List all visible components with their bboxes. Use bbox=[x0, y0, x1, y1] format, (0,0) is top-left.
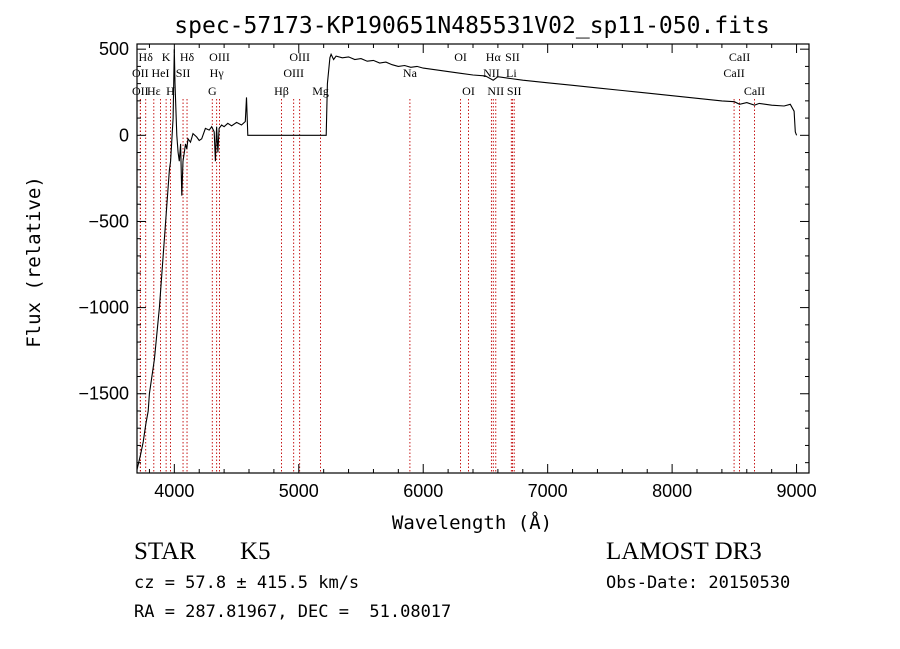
object-class: STAR bbox=[134, 538, 196, 565]
line-marker-label-3: K bbox=[162, 50, 171, 64]
axis-ticks: 4000 5000 6000 7000 8000 9000 −1500 −1000 −500 0 5… bbox=[78, 39, 816, 501]
x-tick-label-0: 4000 bbox=[154, 481, 194, 501]
line-marker-label-10: Hγ bbox=[210, 66, 225, 80]
line-marker-label-22: Li bbox=[506, 66, 517, 80]
series-line-0 bbox=[136, 49, 798, 470]
line-marker-label-11: G bbox=[208, 84, 217, 98]
plot-frame bbox=[136, 43, 810, 474]
obs-date: Obs-Date: 20150530 bbox=[606, 573, 791, 593]
line-marker-label-4: H bbox=[166, 84, 175, 98]
line-marker-label-1: OII bbox=[132, 66, 149, 80]
line-marker-label-16: Na bbox=[403, 66, 418, 80]
subclass: K5 bbox=[240, 538, 271, 565]
line-marker-label-5: HeI bbox=[152, 66, 170, 80]
line-marker-label-7: SII bbox=[176, 66, 191, 80]
ra-dec: RA = 287.81967, DEC = 51.08017 bbox=[134, 602, 452, 622]
x-tick-label-1: 5000 bbox=[279, 481, 319, 501]
y-tick-label-0: −1500 bbox=[78, 384, 129, 404]
line-marker-label-12: Hβ bbox=[274, 84, 289, 98]
line-marker-label-8: Hδ bbox=[180, 50, 195, 64]
x-tick-label-2: 6000 bbox=[403, 481, 443, 501]
line-marker-label-9: OIII bbox=[209, 50, 230, 64]
line-marker-label-13: OIII bbox=[283, 66, 304, 80]
line-marker-label-21: NII bbox=[487, 84, 504, 98]
x-tick-label-5: 9000 bbox=[777, 481, 817, 501]
line-marker-label-23: SII bbox=[505, 50, 520, 64]
line-marker-label-15: Mg bbox=[312, 84, 329, 98]
line-markers: Hδ OII OII K H HeI Hε SII Hδ OIII Hγ G Hβ OIII OIII Mg N… bbox=[132, 50, 765, 473]
y-tick-label-3: 0 bbox=[119, 125, 129, 145]
series-layer bbox=[136, 49, 798, 470]
line-marker-label-0: Hδ bbox=[139, 50, 154, 64]
line-marker-label-27: CaII bbox=[744, 84, 765, 98]
line-marker-label-25: CaII bbox=[723, 66, 744, 80]
line-marker-label-19: Hα bbox=[486, 50, 502, 64]
y-axis-label: Flux (relative) bbox=[23, 176, 45, 348]
line-marker-label-6: Hε bbox=[147, 84, 161, 98]
y-tick-label-2: −500 bbox=[88, 211, 129, 231]
line-marker-label-17: OI bbox=[454, 50, 467, 64]
x-axis-label: Wavelength (Å) bbox=[392, 511, 552, 534]
line-marker-label-2: OII bbox=[132, 84, 149, 98]
line-marker-label-26: CaII bbox=[729, 50, 750, 64]
x-tick-label-3: 7000 bbox=[528, 481, 568, 501]
survey-name: LAMOST DR3 bbox=[606, 538, 762, 565]
line-marker-label-20: NII bbox=[483, 66, 500, 80]
y-tick-label-4: 500 bbox=[99, 39, 129, 59]
x-tick-label-4: 8000 bbox=[652, 481, 692, 501]
line-marker-label-18: OI bbox=[462, 84, 475, 98]
redshift-cz: cz = 57.8 ± 415.5 km/s bbox=[134, 573, 360, 593]
spectrum-chart: spec-57173-KP190651N485531V02_sp11-050.f… bbox=[23, 13, 817, 534]
line-marker-label-14: OIII bbox=[289, 50, 310, 64]
y-tick-label-1: −1000 bbox=[78, 298, 129, 318]
chart-title: spec-57173-KP190651N485531V02_sp11-050.f… bbox=[174, 13, 769, 39]
line-marker-label-24: SII bbox=[507, 84, 522, 98]
